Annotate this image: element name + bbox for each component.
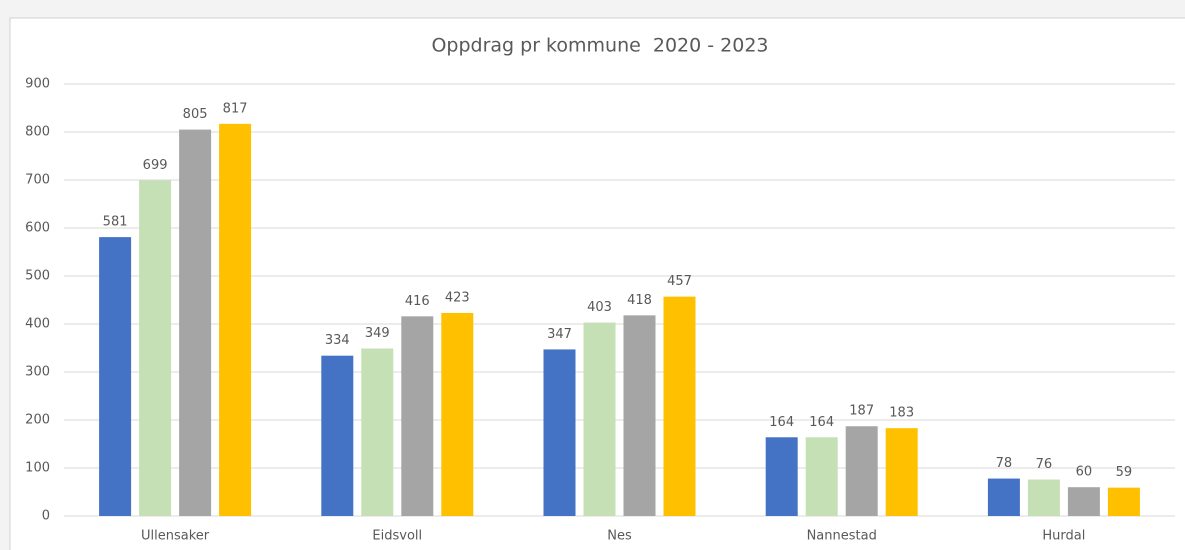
- y-tick-label: 200: [25, 413, 50, 428]
- data-label: 699: [143, 158, 168, 173]
- bar: [543, 349, 576, 516]
- bar: [99, 237, 132, 516]
- bar: [845, 426, 878, 516]
- data-label: 60: [1076, 465, 1093, 480]
- x-tick-label: Nes: [607, 529, 632, 544]
- bar: [401, 316, 434, 516]
- bar: [1027, 479, 1060, 516]
- bar: [1067, 487, 1100, 516]
- data-label: 164: [769, 415, 794, 430]
- bar: [987, 478, 1020, 516]
- data-label: 347: [547, 327, 572, 342]
- data-label: 416: [405, 294, 430, 309]
- y-tick-label: 500: [25, 269, 50, 284]
- y-tick-label: 700: [25, 173, 50, 188]
- bar: [321, 355, 354, 516]
- data-label: 418: [627, 293, 652, 308]
- data-label: 183: [889, 406, 914, 421]
- bar: [663, 296, 696, 516]
- bar: [179, 129, 212, 516]
- bar: [805, 437, 838, 516]
- data-label: 334: [325, 333, 350, 348]
- y-tick-label: 0: [42, 509, 50, 524]
- data-label: 187: [849, 404, 874, 419]
- bar: [623, 315, 656, 516]
- x-tick-label: Eidsvoll: [372, 529, 422, 544]
- y-tick-label: 600: [25, 221, 50, 236]
- y-tick-label: 800: [25, 125, 50, 140]
- data-label: 76: [1036, 457, 1053, 472]
- bar: [139, 180, 172, 517]
- y-tick-label: 100: [25, 461, 50, 476]
- y-tick-label: 300: [25, 365, 50, 380]
- data-label: 581: [103, 215, 128, 230]
- data-label: 457: [667, 274, 692, 289]
- bar: [765, 437, 798, 516]
- y-tick-label: 900: [25, 77, 50, 92]
- data-label: 423: [445, 290, 470, 305]
- data-label: 817: [223, 101, 248, 116]
- x-tick-label: Ullensaker: [141, 529, 210, 544]
- data-label: 164: [809, 415, 834, 430]
- bar: [361, 348, 394, 516]
- data-label: 349: [365, 326, 390, 341]
- bar: [1107, 487, 1140, 516]
- chart-title: Oppdrag pr kommune 2020 - 2023: [431, 35, 768, 57]
- data-label: 78: [996, 456, 1013, 471]
- x-tick-label: Hurdal: [1042, 529, 1085, 544]
- y-tick-label: 400: [25, 317, 50, 332]
- data-label: 403: [587, 300, 612, 315]
- x-tick-label: Nannestad: [807, 529, 877, 544]
- bar: [885, 428, 918, 516]
- data-label: 805: [183, 107, 208, 122]
- data-label: 59: [1116, 465, 1133, 480]
- bar: [441, 312, 474, 516]
- bar: [219, 123, 252, 516]
- bar: [583, 322, 616, 516]
